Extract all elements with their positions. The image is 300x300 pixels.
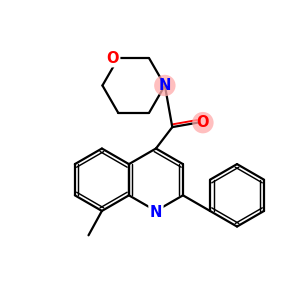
Text: N: N xyxy=(159,78,171,93)
Text: N: N xyxy=(150,205,162,220)
Text: O: O xyxy=(106,51,119,66)
Text: O: O xyxy=(197,115,209,130)
